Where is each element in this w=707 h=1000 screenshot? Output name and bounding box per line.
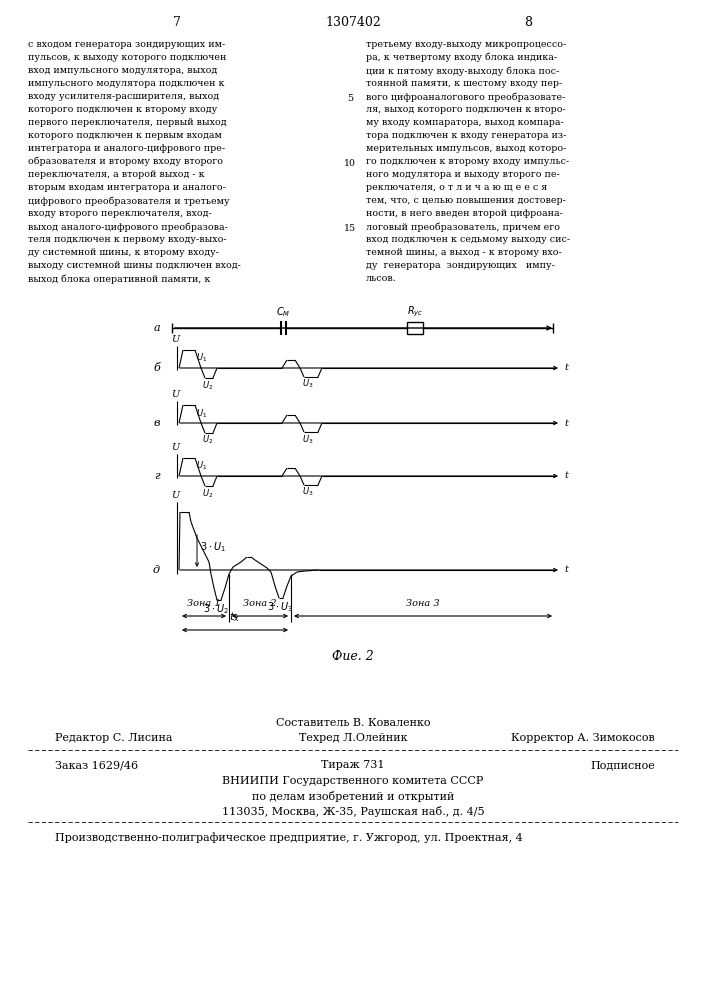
Text: $R_{yc}$: $R_{yc}$ bbox=[407, 305, 423, 319]
Text: $3 \cdot U_2$: $3 \cdot U_2$ bbox=[203, 602, 229, 616]
Text: которого подключен к второму входу: которого подключен к второму входу bbox=[28, 105, 217, 114]
Text: Подписное: Подписное bbox=[590, 760, 655, 770]
Text: выходу системной шины подключен вход-: выходу системной шины подключен вход- bbox=[28, 261, 241, 270]
Text: го подключен к второму входу импульс-: го подключен к второму входу импульс- bbox=[366, 157, 569, 166]
Text: теля подключен к первому входу-выхо-: теля подключен к первому входу-выхо- bbox=[28, 235, 227, 244]
Text: $U_3$: $U_3$ bbox=[302, 378, 313, 390]
Text: $U_3$: $U_3$ bbox=[302, 433, 313, 446]
Text: входу второго переключателя, вход-: входу второго переключателя, вход- bbox=[28, 209, 212, 218]
Text: тора подключен к входу генератора из-: тора подключен к входу генератора из- bbox=[366, 131, 566, 140]
Text: Зона 2: Зона 2 bbox=[243, 599, 277, 608]
Text: ции к пятому входу-выходу блока пос-: ции к пятому входу-выходу блока пос- bbox=[366, 66, 559, 76]
Text: $U_2$: $U_2$ bbox=[202, 434, 214, 446]
Bar bbox=[407, 322, 423, 334]
Text: Производственно-полиграфическое предприятие, г. Ужгород, ул. Проектная, 4: Производственно-полиграфическое предприя… bbox=[55, 832, 522, 843]
Text: первого переключателя, первый выход: первого переключателя, первый выход bbox=[28, 118, 227, 127]
Text: 5: 5 bbox=[347, 94, 353, 103]
Text: ля, выход которого подключен к второ-: ля, выход которого подключен к второ- bbox=[366, 105, 566, 114]
Text: цифрового преобразователя и третьему: цифрового преобразователя и третьему bbox=[28, 196, 230, 206]
Text: г: г bbox=[154, 471, 160, 481]
Text: Зона 3: Зона 3 bbox=[407, 599, 440, 608]
Text: $U_1$: $U_1$ bbox=[196, 407, 207, 420]
Text: импульсного модулятора подключен к: импульсного модулятора подключен к bbox=[28, 79, 225, 88]
Text: 7: 7 bbox=[173, 15, 181, 28]
Text: 10: 10 bbox=[344, 159, 356, 168]
Text: му входу компаратора, выход компара-: му входу компаратора, выход компара- bbox=[366, 118, 563, 127]
Text: $U_2$: $U_2$ bbox=[202, 487, 214, 499]
Text: Техред Л.Олейник: Техред Л.Олейник bbox=[299, 733, 407, 743]
Text: t: t bbox=[564, 363, 568, 372]
Text: 113035, Москва, Ж-35, Раушская наб., д. 4/5: 113035, Москва, Ж-35, Раушская наб., д. … bbox=[222, 806, 484, 817]
Text: t: t bbox=[564, 418, 568, 428]
Text: Заказ 1629/46: Заказ 1629/46 bbox=[55, 760, 138, 770]
Text: в: в bbox=[153, 418, 160, 428]
Text: t: t bbox=[564, 472, 568, 481]
Text: U: U bbox=[171, 390, 179, 399]
Text: Редактор С. Лисина: Редактор С. Лисина bbox=[55, 733, 173, 743]
Text: t: t bbox=[564, 566, 568, 574]
Text: $U_2$: $U_2$ bbox=[202, 379, 214, 391]
Text: пульсов, к выходу которого подключен: пульсов, к выходу которого подключен bbox=[28, 53, 226, 62]
Text: вторым входам интегратора и аналого-: вторым входам интегратора и аналого- bbox=[28, 183, 226, 192]
Text: выход аналого-цифрового преобразова-: выход аналого-цифрового преобразова- bbox=[28, 222, 228, 232]
Text: вход импульсного модулятора, выход: вход импульсного модулятора, выход bbox=[28, 66, 217, 75]
Text: U: U bbox=[171, 335, 179, 344]
Text: ности, в него введен второй цифроана-: ности, в него введен второй цифроана- bbox=[366, 209, 563, 218]
Text: третьему входу-выходу микропроцессо-: третьему входу-выходу микропроцессо- bbox=[366, 40, 566, 49]
Text: Тираж 731: Тираж 731 bbox=[321, 760, 385, 770]
Text: выход блока оперативной памяти, к: выход блока оперативной памяти, к bbox=[28, 274, 211, 284]
Text: вого цифроаналогового преобразовате-: вого цифроаналогового преобразовате- bbox=[366, 92, 566, 102]
Text: $t_x$: $t_x$ bbox=[230, 610, 240, 624]
Text: тем, что, с целью повышения достовер-: тем, что, с целью повышения достовер- bbox=[366, 196, 566, 205]
Text: ного модулятора и выходу второго пе-: ного модулятора и выходу второго пе- bbox=[366, 170, 560, 179]
Text: ра, к четвертому входу блока индика-: ра, к четвертому входу блока индика- bbox=[366, 53, 557, 62]
Text: льсов.: льсов. bbox=[366, 274, 397, 283]
Text: мерительных импульсов, выход которо-: мерительных импульсов, выход которо- bbox=[366, 144, 566, 153]
Text: интегратора и аналого-цифрового пре-: интегратора и аналого-цифрового пре- bbox=[28, 144, 225, 153]
Text: ВНИИПИ Государственного комитета СССР: ВНИИПИ Государственного комитета СССР bbox=[222, 776, 484, 786]
Text: $U_1$: $U_1$ bbox=[196, 352, 207, 364]
Text: с входом генератора зондирующих им-: с входом генератора зондирующих им- bbox=[28, 40, 226, 49]
Text: ду системной шины, к второму входу-: ду системной шины, к второму входу- bbox=[28, 248, 219, 257]
Text: Фиe. 2: Фиe. 2 bbox=[332, 650, 374, 662]
Text: переключателя, а второй выход - к: переключателя, а второй выход - к bbox=[28, 170, 204, 179]
Text: 15: 15 bbox=[344, 224, 356, 233]
Text: образователя и второму входу второго: образователя и второму входу второго bbox=[28, 157, 223, 166]
Text: б: б bbox=[153, 363, 160, 373]
Text: д: д bbox=[153, 565, 160, 575]
Text: по делам изобретений и открытий: по делам изобретений и открытий bbox=[252, 791, 454, 802]
Text: реключателя, о т л и ч а ю щ е е с я: реключателя, о т л и ч а ю щ е е с я bbox=[366, 183, 547, 192]
Text: тоянной памяти, к шестому входу пер-: тоянной памяти, к шестому входу пер- bbox=[366, 79, 562, 88]
Text: входу усилителя-расширителя, выход: входу усилителя-расширителя, выход bbox=[28, 92, 219, 101]
Text: $3 \cdot U_3$: $3 \cdot U_3$ bbox=[267, 600, 293, 614]
Text: а: а bbox=[153, 323, 160, 333]
Text: $3 \cdot U_1$: $3 \cdot U_1$ bbox=[200, 540, 226, 554]
Text: вход подключен к седьмому выходу сис-: вход подключен к седьмому выходу сис- bbox=[366, 235, 570, 244]
Text: 1307402: 1307402 bbox=[325, 15, 381, 28]
Text: $C_M$: $C_M$ bbox=[276, 305, 291, 319]
Text: логовый преобразователь, причем его: логовый преобразователь, причем его bbox=[366, 222, 560, 232]
Text: ду  генератора  зондирующих   импу-: ду генератора зондирующих импу- bbox=[366, 261, 555, 270]
Text: которого подключен к первым входам: которого подключен к первым входам bbox=[28, 131, 222, 140]
Text: Составитель В. Коваленко: Составитель В. Коваленко bbox=[276, 718, 431, 728]
Text: U: U bbox=[171, 443, 179, 452]
Text: Зона 1: Зона 1 bbox=[187, 599, 221, 608]
Text: $U_1$: $U_1$ bbox=[196, 460, 207, 473]
Text: 8: 8 bbox=[524, 15, 532, 28]
Text: Корректор А. Зимокосов: Корректор А. Зимокосов bbox=[511, 733, 655, 743]
Text: $U_3$: $U_3$ bbox=[302, 486, 313, 498]
Text: темной шины, а выход - к второму вхо-: темной шины, а выход - к второму вхо- bbox=[366, 248, 562, 257]
Text: U: U bbox=[171, 491, 179, 500]
